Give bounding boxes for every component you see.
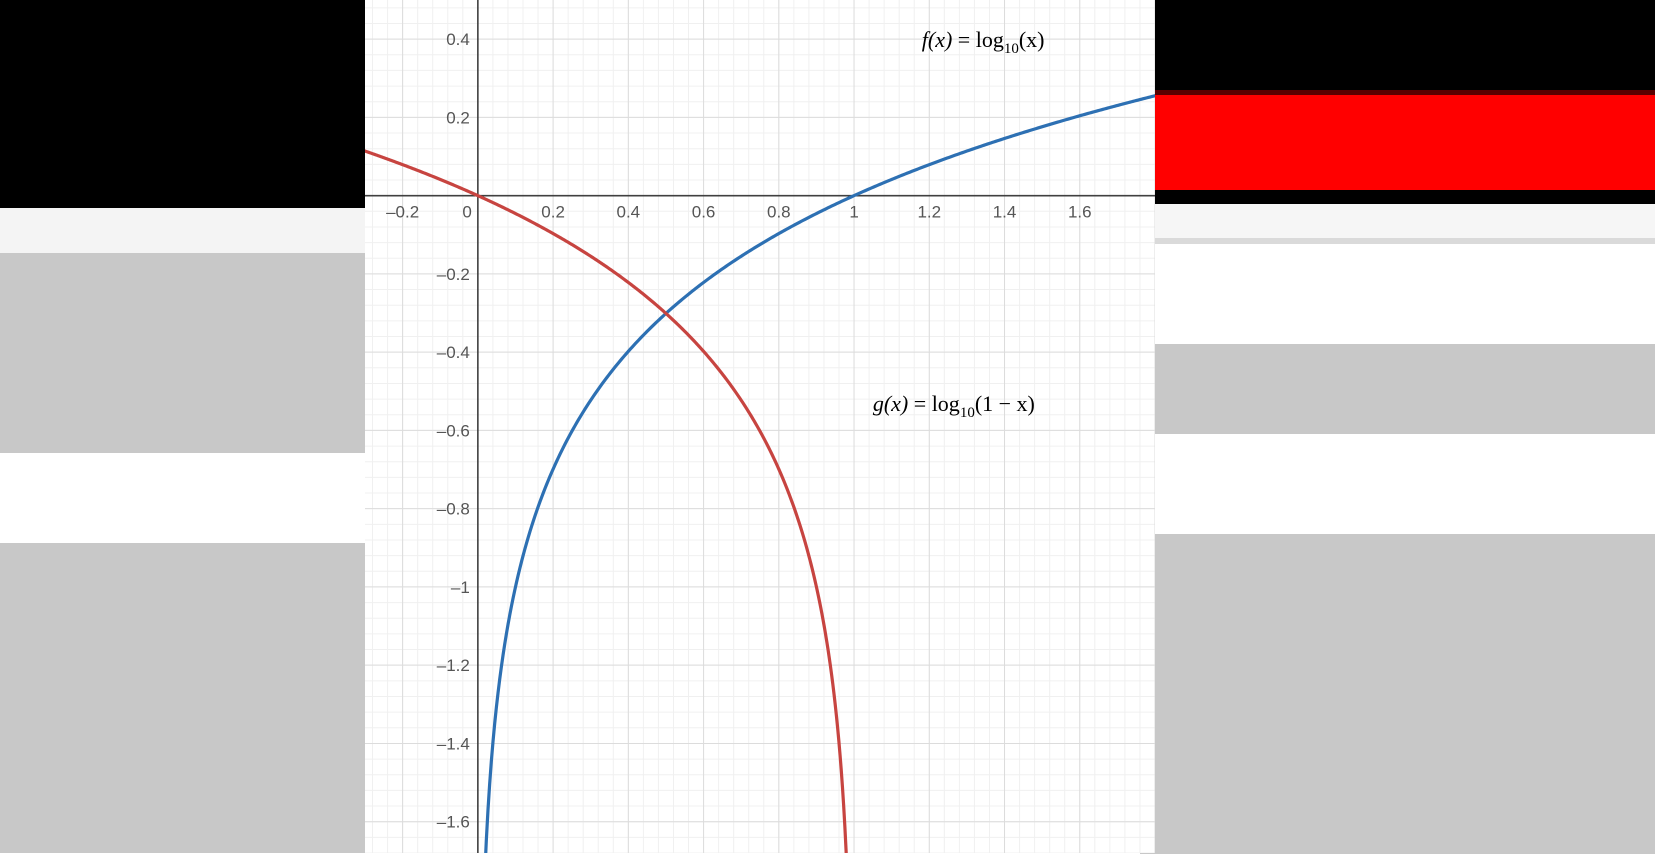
- y-tick-label: –0.8: [437, 500, 470, 519]
- tick-labels: –0.2 0 0.2 0.4 0.6 0.8 1 1.2 1.4 1.6 0.4 0.2 –0.2 –0.…: [386, 30, 1092, 832]
- bg-bar: [0, 0, 368, 208]
- y-tick-label: –0.4: [437, 343, 470, 362]
- x-tick-label: 0.8: [767, 203, 791, 222]
- chart-plot: –0.2 0 0.2 0.4 0.6 0.8 1 1.2 1.4 1.6 0.4 0.2 –0.2 –0.…: [365, 0, 1155, 853]
- bg-bar: [1140, 0, 1655, 90]
- bg-bar: [1140, 534, 1655, 854]
- x-tick-label: 1: [849, 203, 858, 222]
- chart-panel: –0.2 0 0.2 0.4 0.6 0.8 1 1.2 1.4 1.6 0.4 0.2 –0.2 –0.…: [365, 0, 1155, 853]
- curve-f: [485, 96, 1155, 853]
- y-tick-label: 0.4: [446, 30, 470, 49]
- y-tick-label: –1.2: [437, 656, 470, 675]
- x-tick-label: 1.2: [917, 203, 941, 222]
- x-tick-label: 0.6: [692, 203, 716, 222]
- x-tick-label: 1.6: [1068, 203, 1092, 222]
- y-tick-label: –1.4: [437, 734, 470, 753]
- x-tick-label: 1.4: [993, 203, 1017, 222]
- x-tick-label: –0.2: [386, 203, 419, 222]
- equation-label-g: g(x) = log10(1 − x): [873, 391, 1035, 421]
- x-tick-label: 0: [462, 203, 471, 222]
- x-tick-label: 0.2: [541, 203, 565, 222]
- y-tick-label: 0.2: [446, 108, 470, 127]
- bg-bar: [1140, 344, 1655, 434]
- bg-bar: [1140, 190, 1655, 204]
- bg-bar: [1140, 95, 1655, 190]
- bg-bar: [1140, 434, 1655, 534]
- bg-bar: [1140, 204, 1655, 238]
- curves: [365, 96, 1155, 853]
- bg-bar: [0, 543, 368, 853]
- y-tick-label: –1: [451, 578, 470, 597]
- x-tick-label: 0.4: [617, 203, 641, 222]
- bg-bar: [0, 453, 368, 543]
- bg-bar: [0, 208, 368, 253]
- y-tick-label: –0.2: [437, 265, 470, 284]
- bg-bar: [0, 253, 368, 453]
- y-tick-label: –0.6: [437, 421, 470, 440]
- bg-bar: [1140, 244, 1655, 344]
- equation-label-f: f(x) = log10(x): [922, 27, 1045, 57]
- y-tick-label: –1.6: [437, 813, 470, 832]
